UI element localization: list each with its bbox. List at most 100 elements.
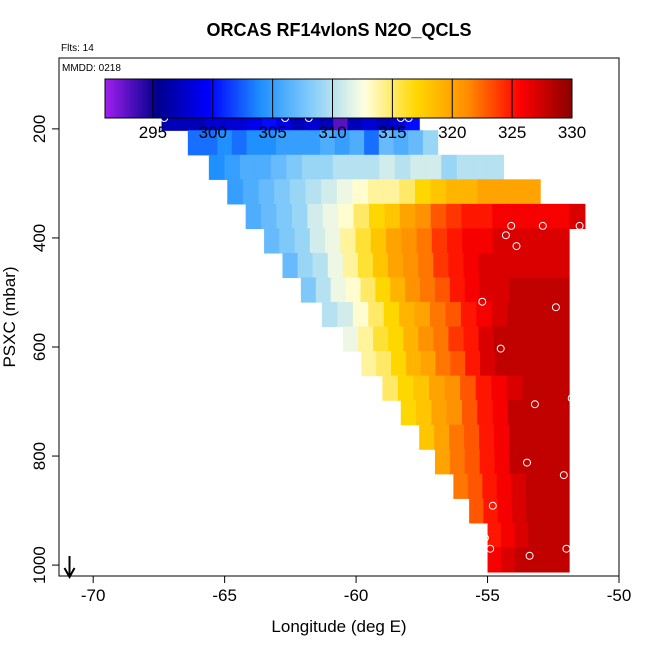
heatmap-cell [524,424,540,450]
colorbar-swatch [288,79,292,118]
heatmap-cell [446,179,463,205]
colorbar-swatch [524,79,527,118]
sample-marker [512,242,521,251]
heatmap-cell [327,252,344,279]
colorbar-swatch [474,79,477,118]
heatmap-cell [340,228,357,254]
heatmap-cell [523,252,540,279]
heatmap-cell [338,203,355,229]
colorbar-swatch [292,79,296,118]
colorbar-swatch [150,79,154,118]
heatmap-cell [524,179,541,205]
heatmap-cell [460,375,477,401]
colorbar-swatch [278,79,282,118]
colorbar-swatch [356,79,359,118]
heatmap-cell [480,351,496,377]
colorbar-swatch [270,79,274,118]
heatmap-cell [349,130,365,156]
heatmap-cell [275,130,292,156]
heatmap-cell [509,449,525,475]
heatmap-cell [506,375,523,401]
heatmap-cell [449,277,466,303]
heatmap-cell [492,203,509,229]
heatmap-cell [414,302,431,328]
heatmap-cell [539,351,555,377]
colorbar-swatch [154,79,158,118]
heatmap-cell [524,277,540,303]
heatmap-cell [453,473,469,499]
colorbar-swatch [334,79,338,118]
colorbar-swatch [392,79,395,118]
heatmap-cell [444,375,461,401]
colorbar-swatch [176,79,180,118]
colorbar-swatch [510,79,513,118]
heatmap-cell [554,424,570,450]
colorbar-swatch [105,79,108,118]
heatmap-cell [416,400,432,426]
colorbar-swatch [300,79,304,118]
colorbar-swatch [534,79,537,118]
x-axis: -70 -65 -60 -55 -50 [81,576,631,605]
heatmap-cell [537,375,555,401]
colorbar-swatch [240,79,244,118]
heatmap-cell [321,179,338,205]
colorbar-swatch [162,79,166,118]
colorbar-swatch [236,79,240,118]
heatmap-cell [289,179,307,205]
colorbar-swatch [280,79,284,118]
sample-marker [478,297,487,306]
sample-marker [530,400,539,409]
colorbar-swatch [396,79,399,118]
plot-frame [58,57,620,577]
y-tick-label: 200 [30,115,49,143]
heatmap-cell [449,424,465,450]
colorbar-swatch [404,79,407,118]
colorbar-swatch [188,79,192,118]
colorbar-swatch [138,79,142,118]
heatmap-cell [369,203,386,229]
colorbar-swatch [512,79,515,118]
colorbar-swatch [500,79,503,118]
heatmap-cell [294,228,311,254]
colorbar-swatch [296,79,300,118]
heatmap-cell [509,277,525,303]
heatmap-cell [309,228,326,254]
heatmap-cell [509,424,525,450]
heatmap-cell [408,130,424,156]
colorbar-swatch [556,79,559,118]
heatmap-cell [463,326,480,352]
colorbar-swatch [424,79,427,118]
heatmap-cell [478,252,495,279]
heatmap-cell [430,179,447,205]
heatmap-cell [461,400,478,426]
heatmap-cell [445,302,462,328]
heatmap-cell [342,326,359,352]
heatmap-cell [479,277,496,303]
colorbar-swatch [120,79,124,118]
colorbar-swatch [468,79,471,118]
heatmap-cell [383,179,400,205]
heatmap-cell [202,130,218,156]
colorbar-swatch [560,79,563,118]
colorbar-swatch [262,79,266,118]
colorbar-swatch [314,79,318,118]
colorbar-swatch [158,79,162,118]
sample-marker [488,501,497,510]
heatmap-cell [476,203,493,229]
heatmap-cell [291,203,308,229]
colorbar-swatch [224,79,228,118]
heatmap-cell [538,252,555,279]
heatmap-cell [494,277,511,303]
colorbar-swatch [386,79,389,118]
heatmap-cell [538,302,555,328]
heatmap-cell [261,203,278,229]
heatmap-cell [463,252,480,279]
heatmap-cell [507,400,524,426]
heatmap-cell [420,277,436,303]
colorbar-swatch [458,79,461,118]
heatmap-cell [420,351,437,377]
heatmap-cell [553,203,571,229]
colorbar-swatch [124,79,128,118]
heatmap-cell [239,154,256,180]
y-axis-label: PSXC (mbar) [0,266,19,367]
